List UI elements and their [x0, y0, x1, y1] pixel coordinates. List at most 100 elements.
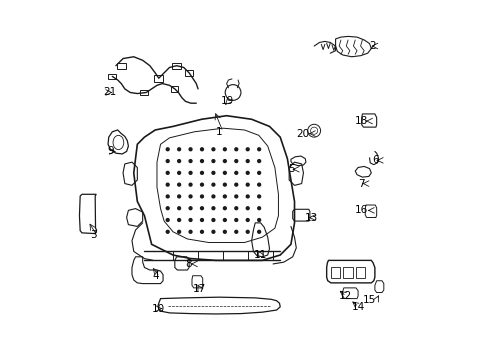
- Circle shape: [166, 207, 169, 210]
- Circle shape: [246, 207, 248, 210]
- Circle shape: [223, 183, 226, 186]
- Circle shape: [246, 171, 248, 174]
- Circle shape: [166, 148, 169, 151]
- Circle shape: [234, 207, 237, 210]
- Circle shape: [189, 183, 192, 186]
- Text: 5: 5: [288, 164, 295, 174]
- Circle shape: [246, 195, 248, 198]
- Circle shape: [177, 148, 180, 151]
- Circle shape: [246, 219, 248, 221]
- Text: 1: 1: [216, 127, 222, 137]
- Bar: [117, 63, 125, 69]
- Text: 17: 17: [192, 284, 205, 294]
- Text: 4: 4: [152, 271, 159, 282]
- Circle shape: [223, 159, 226, 162]
- Circle shape: [223, 219, 226, 221]
- Circle shape: [166, 171, 169, 174]
- Circle shape: [200, 195, 203, 198]
- Text: 13: 13: [305, 212, 318, 222]
- Circle shape: [234, 219, 237, 221]
- Circle shape: [166, 195, 169, 198]
- Circle shape: [189, 195, 192, 198]
- Circle shape: [189, 159, 192, 162]
- Circle shape: [223, 195, 226, 198]
- Circle shape: [234, 159, 237, 162]
- Circle shape: [212, 219, 214, 221]
- Circle shape: [246, 148, 248, 151]
- Circle shape: [189, 219, 192, 221]
- Circle shape: [166, 159, 169, 162]
- Circle shape: [257, 207, 260, 210]
- Bar: [108, 73, 116, 79]
- Text: 8: 8: [185, 259, 192, 269]
- Circle shape: [200, 159, 203, 162]
- Circle shape: [246, 230, 248, 233]
- Circle shape: [223, 230, 226, 233]
- Circle shape: [212, 207, 214, 210]
- Circle shape: [177, 171, 180, 174]
- Text: 9: 9: [107, 147, 113, 157]
- Circle shape: [212, 195, 214, 198]
- Circle shape: [166, 230, 169, 233]
- Circle shape: [200, 207, 203, 210]
- Text: 15: 15: [362, 295, 375, 305]
- Bar: [154, 75, 163, 82]
- Circle shape: [234, 195, 237, 198]
- Circle shape: [177, 159, 180, 162]
- Circle shape: [223, 148, 226, 151]
- Circle shape: [166, 183, 169, 186]
- Circle shape: [223, 207, 226, 210]
- Circle shape: [257, 159, 260, 162]
- Circle shape: [257, 195, 260, 198]
- Circle shape: [212, 148, 214, 151]
- Circle shape: [257, 219, 260, 221]
- Bar: [343, 267, 352, 278]
- Circle shape: [257, 148, 260, 151]
- Circle shape: [200, 171, 203, 174]
- Text: 6: 6: [372, 156, 378, 165]
- Circle shape: [200, 148, 203, 151]
- Text: 19: 19: [221, 96, 234, 107]
- Text: 14: 14: [351, 302, 364, 312]
- Circle shape: [200, 230, 203, 233]
- Text: 3: 3: [90, 230, 96, 240]
- Circle shape: [234, 171, 237, 174]
- Circle shape: [212, 183, 214, 186]
- Text: 12: 12: [339, 291, 352, 301]
- Circle shape: [257, 230, 260, 233]
- Text: 16: 16: [354, 205, 367, 215]
- Circle shape: [200, 183, 203, 186]
- Circle shape: [212, 171, 214, 174]
- Circle shape: [177, 207, 180, 210]
- Circle shape: [189, 207, 192, 210]
- Circle shape: [234, 230, 237, 233]
- Bar: [184, 70, 193, 76]
- Circle shape: [257, 183, 260, 186]
- Bar: [172, 63, 181, 69]
- Bar: [355, 267, 365, 278]
- Circle shape: [212, 230, 214, 233]
- Text: 18: 18: [354, 116, 367, 126]
- Circle shape: [189, 171, 192, 174]
- Text: 7: 7: [358, 179, 364, 189]
- Text: 10: 10: [151, 303, 164, 314]
- Circle shape: [177, 219, 180, 221]
- Bar: [330, 267, 340, 278]
- Circle shape: [177, 195, 180, 198]
- Bar: [170, 86, 178, 92]
- Circle shape: [257, 171, 260, 174]
- Text: 2: 2: [368, 41, 375, 51]
- Circle shape: [177, 183, 180, 186]
- Text: 11: 11: [253, 250, 266, 260]
- Circle shape: [223, 171, 226, 174]
- Circle shape: [189, 230, 192, 233]
- Circle shape: [246, 183, 248, 186]
- Circle shape: [234, 183, 237, 186]
- Bar: [140, 90, 148, 95]
- Circle shape: [212, 159, 214, 162]
- Circle shape: [189, 148, 192, 151]
- Circle shape: [177, 230, 180, 233]
- Circle shape: [234, 148, 237, 151]
- Circle shape: [246, 159, 248, 162]
- Text: 21: 21: [103, 87, 117, 98]
